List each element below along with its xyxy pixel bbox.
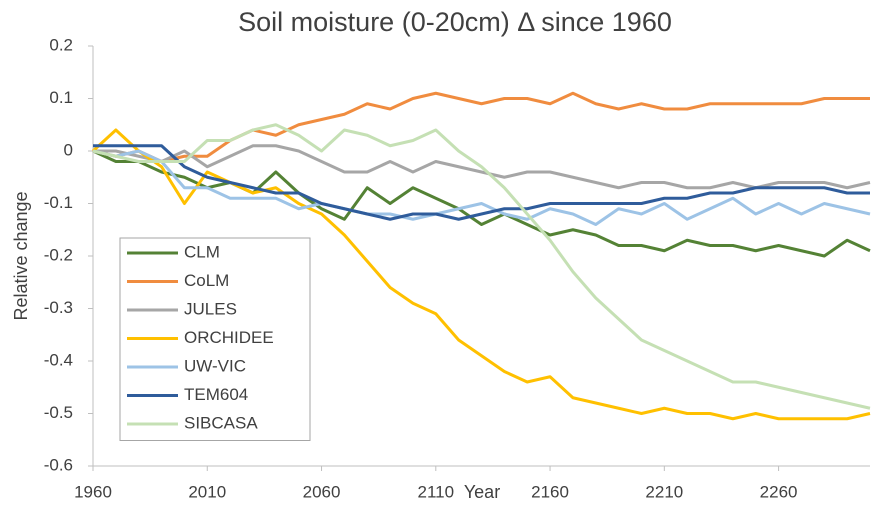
y-tick-label: 0: [64, 140, 73, 159]
y-tick-label: -0.4: [44, 350, 73, 369]
legend-label: UW-VIC: [184, 356, 246, 375]
series-line: [91, 128, 871, 421]
series-line: [93, 144, 871, 190]
legend-label: SIBCASA: [184, 413, 258, 432]
y-tick-label: -0.1: [44, 193, 73, 212]
x-tick-label: 1960: [74, 482, 112, 501]
y-tick-label: 0.1: [49, 88, 73, 107]
x-tick-label: 2160: [531, 482, 569, 501]
x-tick-label: 2260: [760, 482, 798, 501]
y-tick-label: -0.3: [44, 298, 73, 317]
x-tick-label: 2110: [418, 482, 455, 501]
y-tick-label: -0.2: [44, 245, 73, 264]
x-tick-label: 2210: [645, 482, 683, 501]
series-line: [92, 149, 871, 258]
series-line: [92, 123, 871, 410]
legend-label: ORCHIDEE: [184, 328, 274, 347]
legend-label: TEM604: [184, 385, 248, 404]
legend-label: JULES: [184, 299, 237, 318]
y-axis-label: Relative change: [11, 191, 31, 320]
x-tick-label: 2060: [303, 482, 341, 501]
x-axis-label: Year: [464, 482, 500, 502]
y-tick-label: 0.2: [49, 35, 73, 54]
legend-label: CLM: [184, 242, 220, 261]
legend-label: CoLM: [184, 271, 229, 290]
series-line: [92, 91, 870, 163]
chart-title: Soil moisture (0-20cm) Δ since 1960: [238, 7, 672, 37]
series-line: [93, 144, 870, 221]
legend: CLM CoLM JULES ORCHIDEE UW-VIC TEM604 SIBCASA: [119, 237, 311, 441]
y-tick-label: -0.6: [44, 455, 73, 474]
y-tick-label: -0.5: [44, 403, 73, 422]
series-line: [92, 149, 871, 226]
x-tick-label: 2010: [188, 482, 226, 501]
